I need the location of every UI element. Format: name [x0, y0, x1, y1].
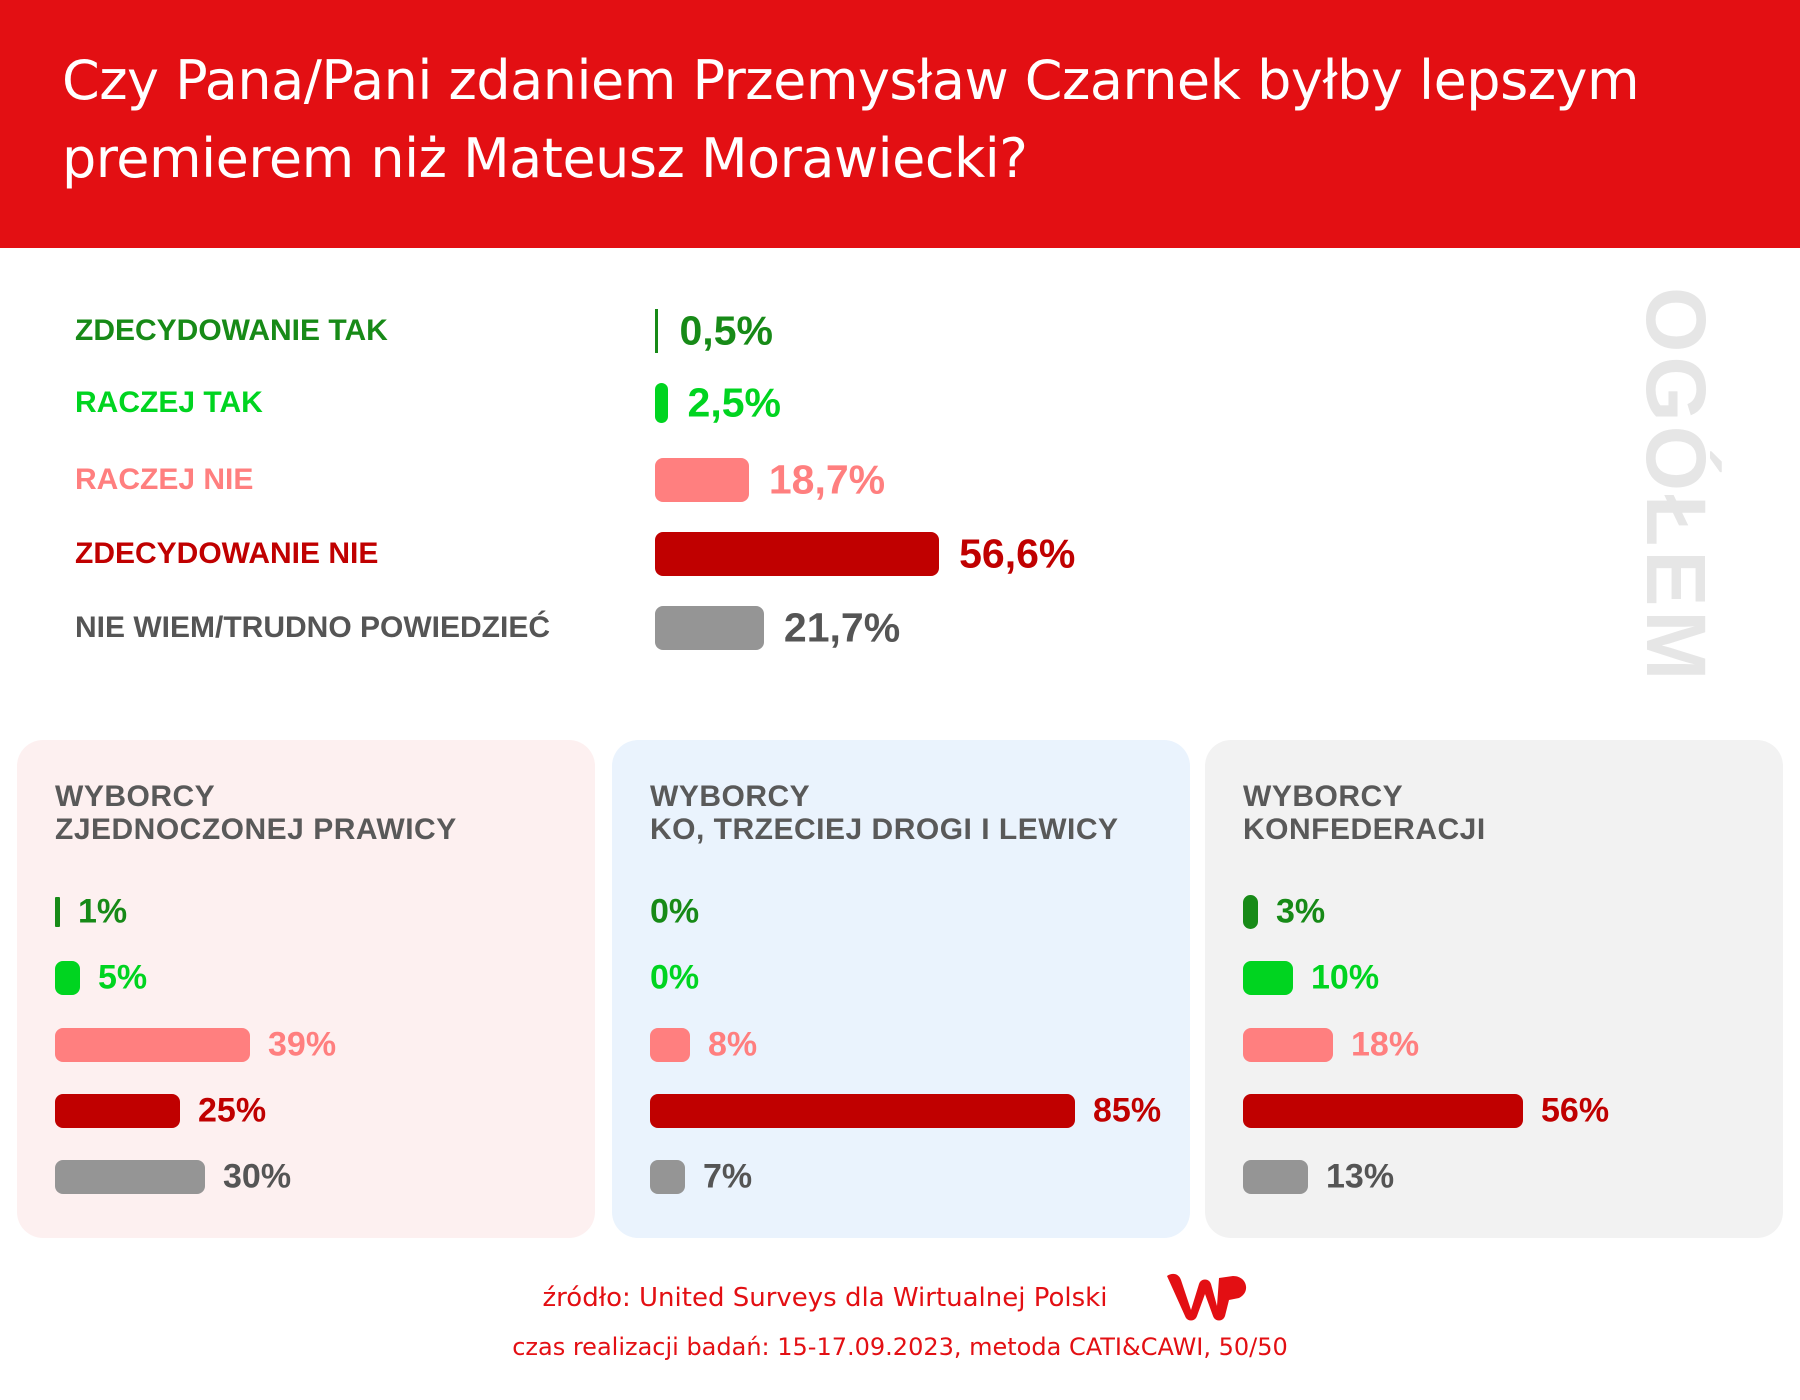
- method-text: czas realizacji badań: 15-17.09.2023, me…: [512, 1333, 1288, 1361]
- overall-vertical-label: OGÓŁEM: [1629, 287, 1723, 697]
- panel-value-nie-wiem: 30%: [223, 1157, 292, 1196]
- overall-label: OGÓŁEM: [1629, 287, 1723, 685]
- panel-title-line: WYBORCY: [55, 780, 216, 813]
- voter-panel-1: WYBORCY ZJEDNOCZONEJ PRAWICY 1% 5% 39% 25% 30%: [17, 740, 595, 1238]
- panel-title: WYBORCY ZJEDNOCZONEJ PRAWICY: [55, 780, 457, 846]
- panel-value-nie-wiem: 7%: [703, 1157, 753, 1196]
- overall-bar-zdecydowanie-tak: [655, 309, 658, 353]
- panel-value-nie-wiem: 13%: [1326, 1157, 1395, 1196]
- panel-title-line: KONFEDERACJI: [1243, 813, 1486, 846]
- panel-title-line: KO, TRZECIEJ DROGI I LEWICY: [650, 813, 1119, 846]
- panel-bar-zdecydowanie-nie: [650, 1094, 1075, 1128]
- panel-value-raczej-nie: 39%: [268, 1025, 337, 1064]
- category-label-zdecydowanie-nie: ZDECYDOWANIE NIE: [75, 537, 379, 570]
- category-label-raczej-tak: RACZEJ TAK: [75, 386, 263, 419]
- panel-value-raczej-tak: 10%: [1311, 958, 1380, 997]
- overall-value-nie-wiem: 21,7%: [783, 604, 901, 651]
- header-banner: Czy Pana/Pani zdaniem Przemysław Czarnek…: [0, 0, 1800, 248]
- voter-panel-2: WYBORCY KO, TRZECIEJ DROGI I LEWICY 0% 0% 8%…: [612, 740, 1190, 1238]
- panel-bar-raczej-tak: [1243, 961, 1293, 995]
- overall-bar-zdecydowanie-nie: [655, 532, 940, 576]
- overall-value-raczej-nie: 18,7%: [768, 456, 886, 503]
- panel-bar-zdecydowanie-nie: [55, 1094, 180, 1128]
- panel-value-zdecydowanie-tak: 0%: [650, 892, 700, 931]
- panel-title-line: WYBORCY: [1243, 780, 1404, 813]
- panel-value-raczej-tak: 5%: [98, 958, 148, 997]
- panel-value-raczej-nie: 18%: [1351, 1025, 1420, 1064]
- category-label-raczej-nie: RACZEJ NIE: [75, 463, 254, 496]
- overall-value-zdecydowanie-tak: 0,5%: [679, 307, 773, 354]
- panel-value-zdecydowanie-nie: 85%: [1093, 1091, 1162, 1130]
- panel-value-raczej-nie: 8%: [708, 1025, 758, 1064]
- overall-bar-nie-wiem: [655, 606, 764, 650]
- panel-value-raczej-tak: 0%: [650, 958, 700, 997]
- voter-panel-3: WYBORCY KONFEDERACJI 3% 10% 18% 56% 13%: [1205, 740, 1783, 1238]
- panel-value-zdecydowanie-nie: 25%: [198, 1091, 267, 1130]
- panel-title: WYBORCY KO, TRZECIEJ DROGI I LEWICY: [650, 780, 1119, 846]
- panel-bar-nie-wiem: [55, 1160, 205, 1194]
- panel-title-line: ZJEDNOCZONEJ PRAWICY: [55, 813, 457, 846]
- panel-bar-zdecydowanie-tak: [1243, 895, 1258, 929]
- overall-value-raczej-tak: 2,5%: [687, 379, 781, 426]
- panel-bar-zdecydowanie-nie: [1243, 1094, 1523, 1128]
- panel-bar-raczej-nie: [55, 1028, 250, 1062]
- panel-bar-raczej-nie: [1243, 1028, 1333, 1062]
- panel-title-line: WYBORCY: [650, 780, 811, 813]
- panel-bar-zdecydowanie-tak: [55, 897, 60, 927]
- overall-value-zdecydowanie-nie: 56,6%: [959, 530, 1076, 577]
- panel-value-zdecydowanie-tak: 1%: [78, 892, 128, 931]
- page-title: Czy Pana/Pani zdaniem Przemysław Czarnek…: [62, 49, 1640, 190]
- category-label-nie-wiem: NIE WIEM/TRUDNO POWIEDZIEĆ: [75, 611, 550, 644]
- overall-bar-raczej-tak: [655, 383, 668, 423]
- panel-bar-raczej-tak: [55, 961, 80, 995]
- panel-value-zdecydowanie-nie: 56%: [1541, 1091, 1610, 1130]
- panel-title: WYBORCY KONFEDERACJI: [1243, 780, 1486, 846]
- panel-bar-raczej-nie: [650, 1028, 690, 1062]
- source-text: źródło: United Surveys dla Wirtualnej Po…: [542, 1283, 1108, 1313]
- panel-value-zdecydowanie-tak: 3%: [1276, 892, 1326, 931]
- panel-bar-nie-wiem: [650, 1160, 685, 1194]
- category-label-zdecydowanie-tak: ZDECYDOWANIE TAK: [75, 314, 388, 347]
- wp-logo: [1167, 1273, 1247, 1321]
- overall-bar-raczej-nie: [655, 458, 749, 502]
- panel-bar-nie-wiem: [1243, 1160, 1308, 1194]
